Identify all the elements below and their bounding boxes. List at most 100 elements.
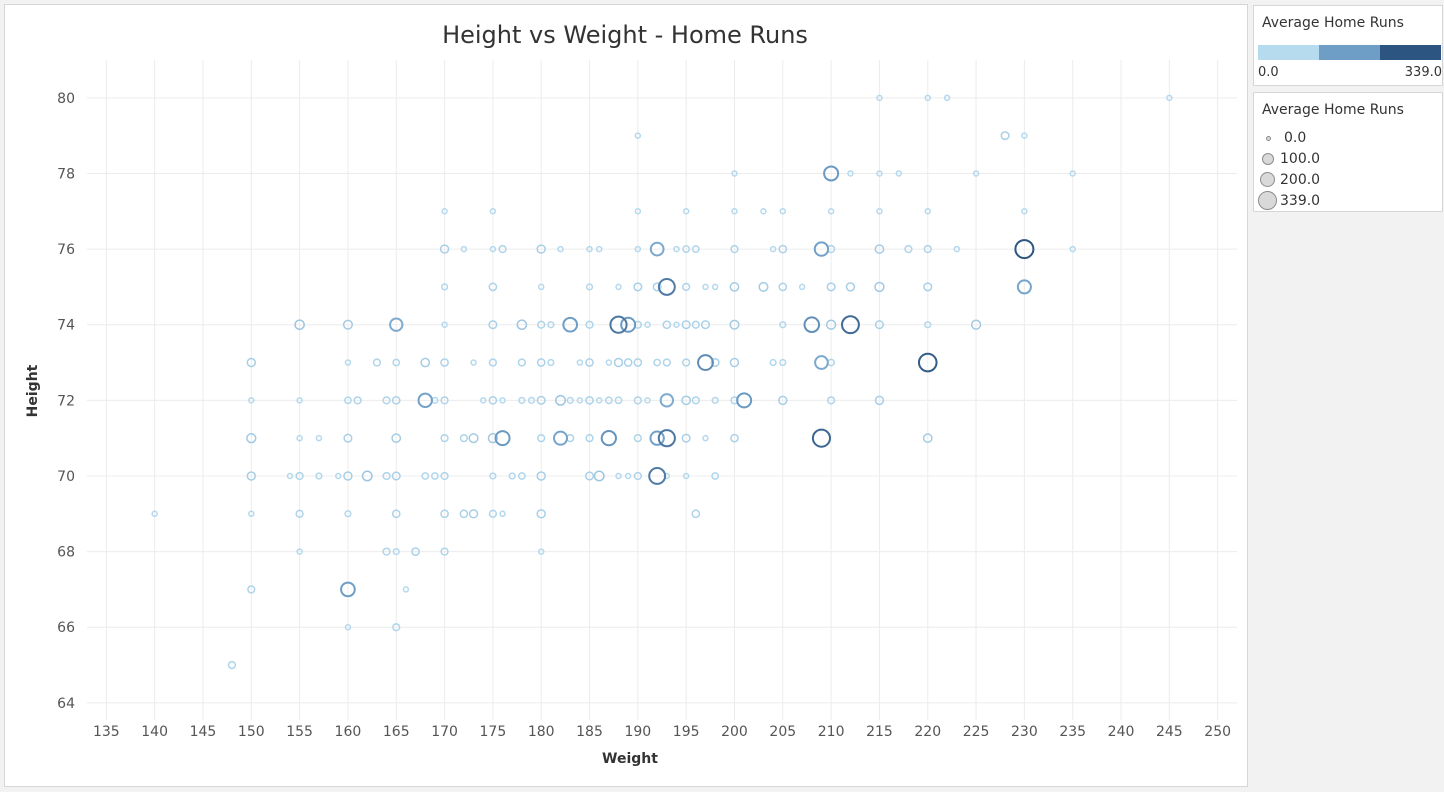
data-point[interactable] (729, 282, 740, 292)
data-point[interactable] (847, 170, 854, 177)
data-point[interactable] (286, 472, 294, 480)
data-point[interactable] (536, 358, 546, 367)
data-point[interactable] (615, 472, 622, 480)
data-point[interactable] (439, 244, 450, 254)
data-point[interactable] (248, 510, 255, 518)
data-point[interactable] (470, 359, 477, 366)
data-point[interactable] (710, 357, 720, 368)
data-point[interactable] (343, 471, 353, 481)
data-point[interactable] (421, 472, 430, 480)
data-point[interactable] (953, 245, 960, 253)
data-point[interactable] (585, 395, 594, 405)
data-point[interactable] (488, 282, 498, 292)
data-point[interactable] (736, 392, 753, 409)
data-point[interactable] (151, 510, 158, 518)
data-point[interactable] (553, 430, 569, 446)
data-point[interactable] (382, 547, 391, 556)
data-point[interactable] (536, 471, 546, 481)
data-point[interactable] (576, 397, 584, 404)
data-point[interactable] (296, 434, 303, 442)
data-point[interactable] (585, 434, 594, 443)
data-point[interactable] (547, 358, 555, 367)
data-point[interactable] (1014, 239, 1035, 260)
data-point[interactable] (615, 283, 622, 291)
data-point[interactable] (1021, 132, 1028, 139)
data-point[interactable] (779, 358, 787, 367)
data-point[interactable] (657, 429, 676, 448)
data-point[interactable] (585, 320, 594, 329)
data-point[interactable] (460, 245, 468, 253)
data-point[interactable] (391, 395, 401, 405)
data-point[interactable] (972, 170, 980, 177)
data-point[interactable] (691, 245, 700, 253)
data-point[interactable] (691, 320, 700, 329)
data-point[interactable] (924, 94, 932, 102)
data-point[interactable] (411, 547, 420, 556)
data-point[interactable] (441, 208, 448, 215)
data-point[interactable] (778, 244, 788, 254)
data-point[interactable] (657, 277, 676, 296)
data-point[interactable] (353, 396, 362, 405)
data-point[interactable] (537, 320, 546, 329)
data-point[interactable] (874, 244, 885, 254)
data-point[interactable] (468, 433, 479, 444)
data-point[interactable] (633, 434, 642, 443)
data-point[interactable] (246, 357, 257, 368)
data-point[interactable] (342, 319, 353, 330)
data-point[interactable] (845, 282, 856, 292)
data-point[interactable] (361, 470, 373, 482)
data-point[interactable] (1069, 170, 1076, 177)
data-point[interactable] (440, 471, 449, 481)
data-point[interactable] (826, 282, 836, 292)
data-point[interactable] (662, 320, 672, 330)
data-point[interactable] (343, 433, 353, 443)
data-point[interactable] (731, 208, 738, 215)
data-point[interactable] (681, 320, 691, 330)
data-point[interactable] (605, 359, 613, 366)
data-point[interactable] (517, 358, 527, 367)
data-point[interactable] (440, 358, 449, 367)
data-point[interactable] (247, 585, 256, 594)
data-point[interactable] (382, 471, 391, 481)
data-point[interactable] (315, 472, 323, 480)
data-point[interactable] (499, 397, 506, 404)
data-point[interactable] (623, 358, 633, 367)
data-point[interactable] (518, 396, 526, 404)
data-point[interactable] (711, 283, 719, 291)
data-point[interactable] (440, 396, 449, 405)
data-point[interactable] (1021, 208, 1028, 215)
data-point[interactable] (634, 208, 642, 215)
data-point[interactable] (391, 433, 402, 444)
data-point[interactable] (248, 397, 255, 404)
data-point[interactable] (296, 397, 303, 404)
data-point[interactable] (420, 357, 431, 368)
data-point[interactable] (459, 509, 469, 519)
data-point[interactable] (682, 358, 691, 367)
data-point[interactable] (391, 509, 401, 519)
data-point[interactable] (1166, 94, 1173, 102)
data-point[interactable] (729, 319, 740, 330)
data-point[interactable] (372, 358, 382, 367)
data-point[interactable] (430, 472, 439, 480)
data-point[interactable] (246, 471, 257, 481)
data-point[interactable] (585, 283, 594, 291)
data-point[interactable] (315, 434, 323, 442)
data-point[interactable] (294, 319, 305, 331)
data-point[interactable] (760, 208, 767, 215)
data-point[interactable] (874, 320, 884, 330)
data-point[interactable] (730, 244, 739, 254)
data-point[interactable] (344, 396, 352, 405)
data-point[interactable] (652, 282, 662, 292)
data-point[interactable] (876, 170, 883, 177)
data-point[interactable] (335, 472, 342, 480)
data-point[interactable] (778, 395, 788, 406)
data-point[interactable] (585, 358, 594, 367)
data-point[interactable] (417, 392, 433, 409)
data-point[interactable] (823, 165, 840, 182)
data-point[interactable] (970, 319, 982, 330)
data-point[interactable] (392, 623, 401, 632)
data-point[interactable] (527, 396, 536, 404)
data-point[interactable] (555, 394, 566, 406)
data-point[interactable] (295, 509, 304, 518)
data-point[interactable] (609, 315, 628, 334)
